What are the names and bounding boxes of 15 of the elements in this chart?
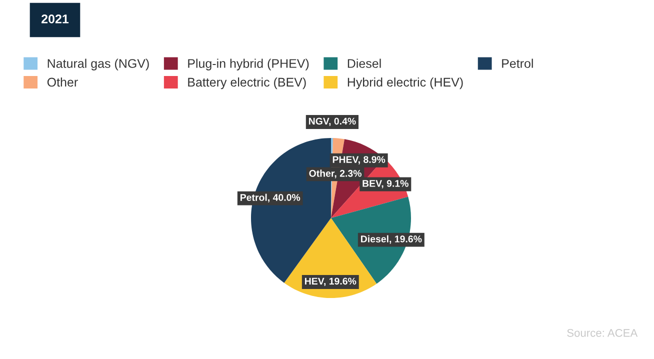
legend-label: Hybrid electric (HEV) xyxy=(348,77,463,90)
legend-label: Battery electric (BEV) xyxy=(188,77,306,90)
chart-title: 2021 xyxy=(42,14,69,24)
legend-label: Other xyxy=(47,77,78,87)
legend-label: Plug-in hybrid (PHEV) xyxy=(188,58,309,70)
legend-label: Diesel xyxy=(348,58,381,68)
data-label: BEV, 9.1% xyxy=(362,180,408,188)
data-label: Petrol, 40.0% xyxy=(240,194,300,202)
legend-label: Natural gas (NGV) xyxy=(48,58,149,70)
data-label: NGV, 0.4% xyxy=(308,118,356,126)
legend-label: Petrol xyxy=(502,58,533,68)
data-label: PHEV, 8.9% xyxy=(332,156,386,164)
data-label: Diesel, 19.6% xyxy=(361,235,422,244)
data-label: HEV, 19.6% xyxy=(305,278,356,286)
data-label: Other, 2.3% xyxy=(309,170,362,178)
